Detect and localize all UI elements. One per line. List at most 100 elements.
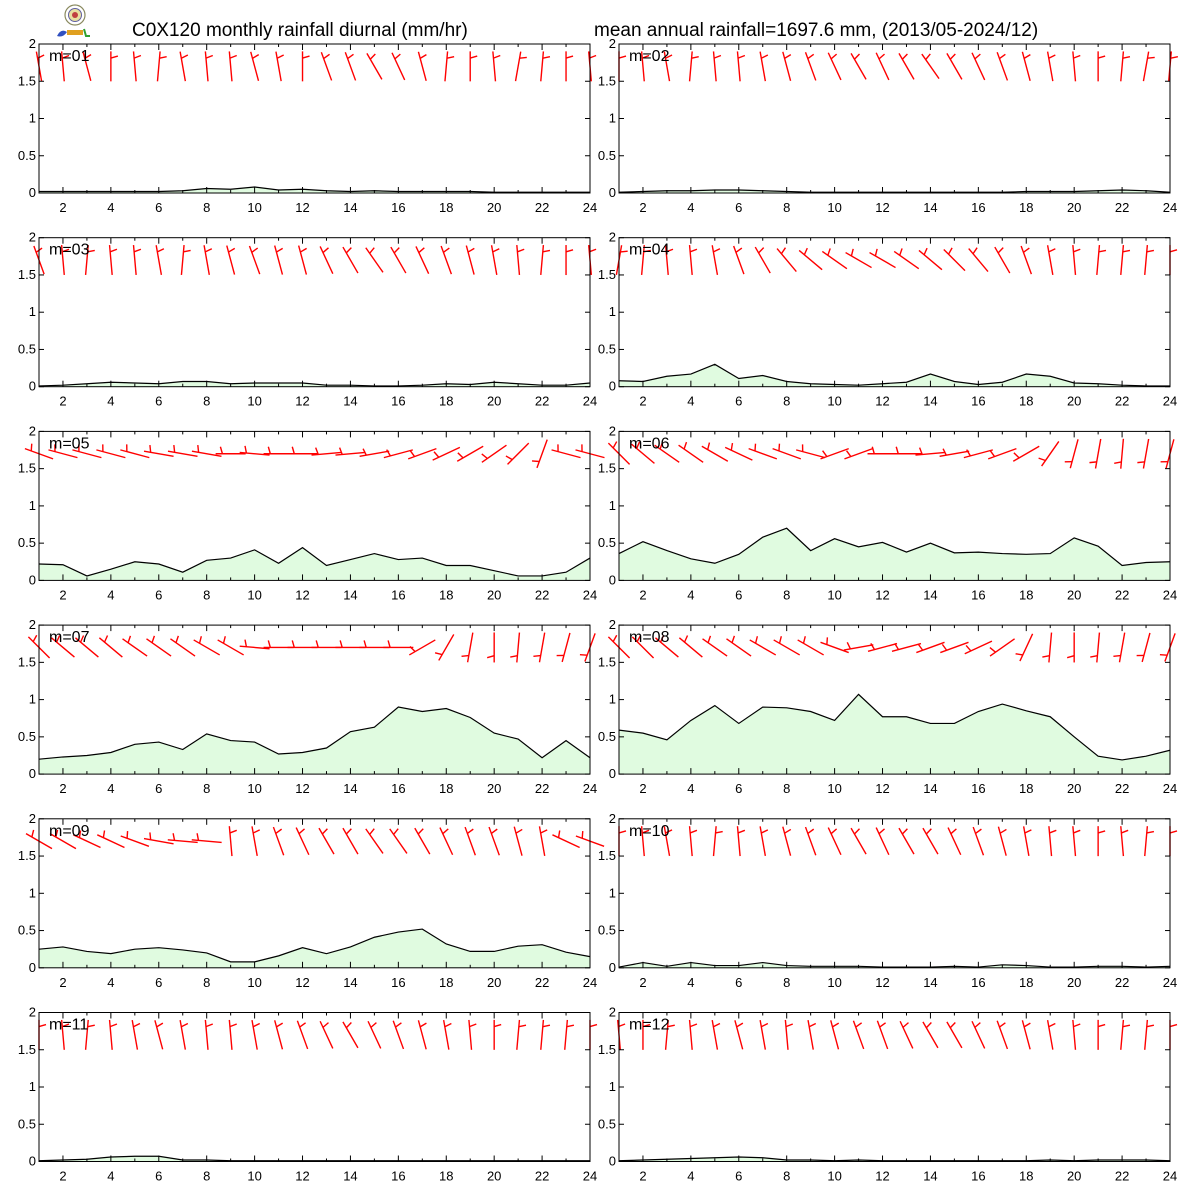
wind-barb <box>132 51 142 82</box>
panel-label: m=07 <box>49 629 90 646</box>
wind-barb <box>850 53 867 80</box>
wind-barb <box>170 635 196 657</box>
wind-barb <box>663 51 673 82</box>
wind-barb <box>749 636 777 656</box>
wind-barb <box>442 1019 452 1050</box>
wind-barb <box>734 1020 744 1050</box>
wind-barb <box>417 51 427 82</box>
x-tick-label: 18 <box>1019 1169 1033 1184</box>
wind-barb <box>556 632 571 663</box>
x-tick-label: 2 <box>59 394 66 409</box>
wind-barbs <box>27 632 596 663</box>
rainfall-area <box>619 364 1170 387</box>
wind-barb <box>688 826 698 857</box>
wind-barb <box>631 634 655 659</box>
wind-barb <box>167 445 198 458</box>
y-tick-label: 2 <box>609 617 616 632</box>
wind-barb <box>1144 1019 1155 1050</box>
panel-label: m=12 <box>629 1017 670 1034</box>
x-tick-label: 8 <box>783 200 790 215</box>
wind-barb <box>311 447 342 456</box>
wind-barb <box>1046 245 1056 275</box>
wind-barb <box>540 245 551 276</box>
x-tick-label: 14 <box>923 587 937 602</box>
panel-label: m=01 <box>49 48 90 65</box>
x-tick-label: 6 <box>155 1169 162 1184</box>
wind-barb <box>456 445 484 462</box>
panel-label: m=06 <box>629 435 670 452</box>
wind-barb <box>940 641 969 654</box>
wind-barb <box>1038 441 1060 467</box>
wind-barb <box>342 827 359 855</box>
wind-barbs <box>25 826 605 857</box>
rainfall-line <box>38 546 591 577</box>
wind-barb <box>898 827 915 855</box>
wind-barb <box>701 442 729 462</box>
wind-barb <box>664 1019 675 1050</box>
wind-barb <box>1136 632 1151 663</box>
wind-barb <box>615 245 628 275</box>
y-tick-label: 1.5 <box>18 73 36 88</box>
wind-barb <box>239 445 270 456</box>
x-tick-label: 2 <box>639 200 646 215</box>
y-tick-label: 0.5 <box>18 1116 36 1131</box>
wind-barb <box>1120 51 1131 82</box>
wind-barb <box>964 640 993 655</box>
x-tick-label: 6 <box>735 587 742 602</box>
x-tick-label: 24 <box>583 1169 597 1184</box>
x-tick-label: 18 <box>439 975 453 990</box>
x-tick-label: 14 <box>923 781 937 796</box>
y-tick-label: 1.5 <box>598 848 616 863</box>
wind-barb <box>820 637 849 654</box>
wind-barb <box>726 635 752 657</box>
wind-barb <box>391 52 406 81</box>
x-tick-label: 22 <box>535 1169 549 1184</box>
x-tick-label: 6 <box>735 200 742 215</box>
x-tick-label: 24 <box>583 781 597 796</box>
x-tick-label: 16 <box>391 394 405 409</box>
panel-frame <box>618 43 1171 194</box>
x-tick-label: 6 <box>735 1169 742 1184</box>
wind-barbs <box>616 1019 1178 1050</box>
wind-barb <box>1072 826 1081 857</box>
chart-title: C0X120 monthly rainfall diurnal (mm/hr) <box>132 20 468 41</box>
x-tick-label: 22 <box>1115 394 1129 409</box>
panel-m=07: 00.511.522 4 6 8 10 12 14 16 18 20 22 24m=07 <box>18 617 597 796</box>
x-tick-label: 12 <box>295 781 309 796</box>
wind-barb <box>296 1020 309 1050</box>
wind-barb <box>540 51 551 82</box>
y-tick-label: 2 <box>29 811 36 826</box>
x-tick-label: 6 <box>735 781 742 796</box>
x-tick-label: 14 <box>923 975 937 990</box>
x-tick-label: 16 <box>391 1169 405 1184</box>
wind-barb <box>390 246 407 274</box>
panel-frame <box>38 818 591 969</box>
x-tick-label: 18 <box>439 781 453 796</box>
x-tick-label: 14 <box>923 200 937 215</box>
wind-barb <box>899 1020 914 1049</box>
wind-barb <box>156 51 167 82</box>
wind-barb <box>830 1020 840 1050</box>
wind-barb <box>997 826 1007 856</box>
wind-barb <box>38 1019 47 1050</box>
y-tick-label: 2 <box>609 811 616 826</box>
wind-barb <box>564 1019 575 1050</box>
y-tick-label: 0 <box>609 572 616 587</box>
wind-barb <box>488 826 500 856</box>
wind-barb <box>654 635 679 658</box>
wind-barb <box>96 444 126 459</box>
x-tick-label: 14 <box>343 1169 357 1184</box>
rainfall-line <box>39 186 590 193</box>
wind-barb <box>987 447 1017 460</box>
x-tick-label: 22 <box>535 975 549 990</box>
wind-barb <box>383 449 414 459</box>
x-tick-label: 18 <box>439 587 453 602</box>
wind-barb <box>1120 1019 1131 1050</box>
x-tick-label: 20 <box>487 200 501 215</box>
x-tick-label: 20 <box>487 781 501 796</box>
wind-barbs <box>615 245 1178 276</box>
wind-barb <box>782 826 792 856</box>
x-tick-label: 2 <box>59 587 66 602</box>
wind-barb <box>712 826 723 857</box>
wind-barb <box>250 51 260 82</box>
